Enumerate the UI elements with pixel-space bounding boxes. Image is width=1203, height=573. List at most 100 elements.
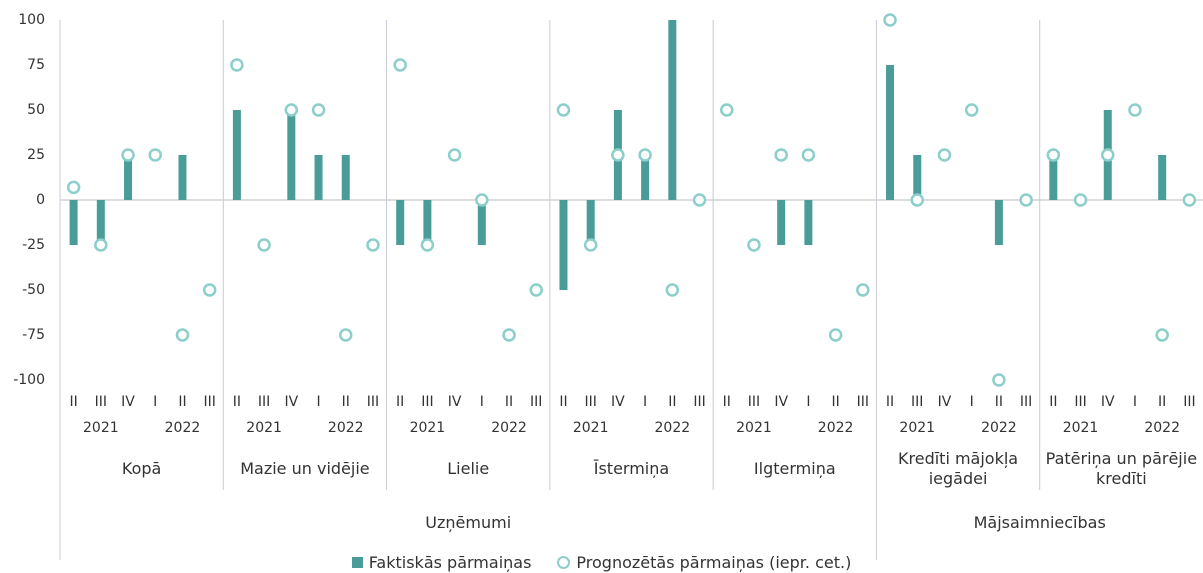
forecast-marker [284,103,299,117]
quarter-label: IV [611,394,625,410]
quarter-label: III [748,394,760,410]
year-label: 2022 [491,420,527,436]
bar [232,110,241,200]
forecast-marker [828,328,843,342]
y-tick-label: -25 [22,237,45,253]
year-label: 2021 [1063,420,1099,436]
group-label: Patēriņa un pārējie kredīti [1045,449,1198,488]
forecast-marker [665,283,680,297]
forecast-marker [638,148,652,162]
quarter-label: II [1158,394,1166,410]
quarter-label: IV [121,394,135,410]
forecast-marker [692,193,707,207]
year-label: 2022 [818,420,854,436]
section-label: Uzņēmumi [425,513,512,532]
legend-swatch [557,556,571,569]
bar [586,200,595,245]
quarter-label: III [1074,394,1086,410]
quarter-label: III [95,394,107,410]
year-label: 2021 [246,420,282,436]
forecast-marker [883,13,897,27]
section-label: Mājsaimniecības [973,513,1106,532]
forecast-marker [992,373,1006,387]
forecast-marker [747,238,761,252]
quarter-label: IV [938,394,952,410]
forecast-marker [774,148,788,162]
quarter-label: II [723,394,731,410]
y-tick-label: 25 [27,147,45,163]
forecast-marker [366,238,380,252]
legend-text: Prognozētās pārmaiņas (iepr. cet.) [576,553,852,572]
quarter-label: II [178,394,186,410]
quarter-label: I [643,394,647,410]
quarter-label: I [316,394,320,410]
quarter-label: II [396,394,404,410]
quarter-label: I [480,394,484,410]
year-label: 2022 [165,420,201,436]
forecast-marker [1046,148,1061,162]
bar [477,200,486,245]
bar [668,20,677,200]
quarter-label: II [342,394,350,410]
year-label: 2022 [981,420,1017,436]
forecast-marker [1101,148,1115,162]
forecast-marker [964,103,979,117]
legend: Faktiskās pārmaiņas Prognozētās pārmaiņas… [0,553,1203,572]
y-tick-label: 100 [18,12,45,28]
quarter-label: III [1020,394,1032,410]
quarter-label: III [584,394,596,410]
year-label: 2022 [655,420,691,436]
quarter-label: IV [284,394,298,410]
year-label: 2021 [736,420,772,436]
legend-item: Faktiskās pārmaiņas [351,553,531,572]
bar [96,200,105,245]
quarter-label: II [505,394,513,410]
bar [1158,155,1167,200]
y-tick-label: 50 [27,102,45,118]
forecast-marker [1073,193,1088,207]
bar [287,110,296,200]
forecast-marker [66,180,81,195]
group-label: Lielie [447,459,490,478]
forecast-marker [257,238,271,252]
forecast-marker [202,283,217,297]
forecast-marker [720,103,734,117]
bar [886,65,895,200]
forecast-marker [856,283,870,297]
quarter-label: II [1049,394,1057,410]
group-label: Kopā [121,459,162,478]
y-tick-label: -50 [22,282,45,298]
bar [423,200,432,245]
quarter-label: I [806,394,810,410]
forecast-marker [1155,328,1169,342]
forecast-marker [611,148,625,162]
year-label: 2021 [83,420,119,436]
forecast-marker [583,238,598,252]
year-label: 2021 [899,420,935,436]
quarter-label: II [668,394,676,410]
quarter-label: III [367,394,379,410]
bar [641,155,650,200]
y-tick-label: -100 [13,372,45,388]
bar [913,155,922,200]
forecast-marker [94,238,108,252]
quarter-label: II [831,394,839,410]
bar [396,200,405,245]
quarter-label: II [886,394,894,410]
year-label: 2022 [1144,420,1180,436]
quarter-label: III [1183,394,1195,410]
quarter-label: III [693,394,705,410]
quarter-label: II [995,394,1003,410]
y-tick-label: 0 [36,192,45,208]
forecast-marker [393,58,407,72]
forecast-marker [311,103,326,117]
year-label: 2022 [328,420,364,436]
forecast-marker [339,328,353,342]
forecast-marker [937,148,952,162]
forecast-marker [1019,193,1033,207]
bar [124,155,133,200]
forecast-marker [475,193,489,207]
group-label: Kredīti mājokļa iegādei [898,449,1019,488]
forecast-marker [910,193,924,207]
quarter-label: III [258,394,270,410]
